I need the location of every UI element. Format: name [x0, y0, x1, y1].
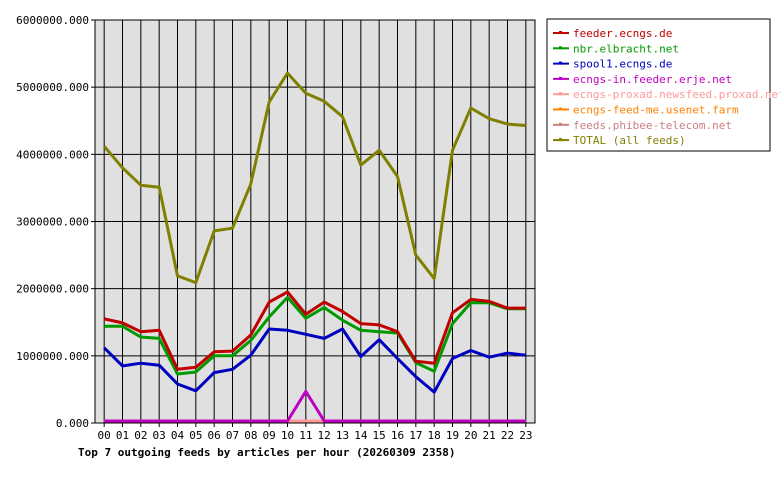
x-tick-label: 12 — [318, 429, 331, 442]
legend-box — [546, 18, 771, 152]
series-group — [103, 71, 526, 423]
series-line-0 — [103, 290, 526, 371]
y-tick-label: 1000000.000 — [16, 350, 89, 363]
x-tick-label: 04 — [171, 429, 185, 442]
legend-label: ecngs-feed-me.usenet.farm — [573, 104, 739, 117]
x-tick-label: 09 — [263, 429, 276, 442]
x-tick-label: 08 — [244, 429, 257, 442]
legend-label: ecngs-in.feeder.erje.net — [573, 73, 732, 86]
legend-marker — [559, 46, 562, 50]
series-line-3 — [104, 389, 526, 423]
x-tick-label: 11 — [299, 429, 312, 442]
x-tick-label: 13 — [336, 429, 349, 442]
y-tick-label: 3000000.000 — [16, 216, 89, 229]
legend: feeder.ecngs.de nbr.elbracht.net spool1.ec… — [546, 18, 780, 152]
x-tick-label: 23 — [519, 429, 532, 442]
series-line-7 — [103, 71, 526, 285]
legend-label: feeds.phibee-telecom.net — [573, 119, 732, 132]
x-tick-label: 05 — [189, 429, 202, 442]
legend-label: TOTAL (all feeds) — [573, 134, 686, 147]
x-tick-label: 22 — [501, 429, 514, 442]
x-tick-label: 14 — [354, 429, 368, 442]
chart-title: Top 7 outgoing feeds by articles per hou… — [78, 446, 456, 459]
x-tick-label: 15 — [373, 429, 386, 442]
x-tick-label: 10 — [281, 429, 294, 442]
y-tick-label: 2000000.000 — [16, 283, 89, 296]
x-axis: 00 01 02 03 04 05 06 07 08 09 10 11 12 13 14 15 16 17 18 19… — [98, 423, 532, 442]
legend-label: nbr.elbracht.net — [573, 42, 679, 55]
y-tick-label: 4000000.000 — [16, 148, 89, 161]
y-tick-label: 6000000.000 — [16, 14, 89, 27]
legend-marker — [559, 138, 562, 142]
y-tick-label: 0.000 — [56, 417, 89, 430]
grid — [95, 19, 535, 424]
x-tick-label: 00 — [98, 429, 111, 442]
y-axis: 0.000 1000000.000 2000000.000 3000000.000 40… — [16, 14, 95, 430]
x-tick-label: 19 — [446, 429, 459, 442]
legend-marker — [559, 92, 562, 96]
series-line-2 — [103, 327, 526, 394]
x-tick-label: 21 — [483, 429, 496, 442]
x-tick-label: 07 — [226, 429, 239, 442]
legend-marker — [559, 61, 562, 65]
x-tick-label: 18 — [428, 429, 441, 442]
legend-label: ecngs-proxad.newsfeed.proxad.net — [573, 88, 780, 101]
legend-label: spool1.ecngs.de — [573, 58, 672, 71]
x-tick-label: 06 — [208, 429, 221, 442]
legend-label: feeder.ecngs.de — [573, 27, 672, 40]
legend-marker — [559, 107, 562, 111]
x-tick-label: 02 — [134, 429, 147, 442]
y-tick-label: 5000000.000 — [16, 81, 89, 94]
legend-marker — [559, 76, 562, 80]
x-tick-label: 16 — [391, 429, 404, 442]
legend-marker — [559, 31, 562, 34]
x-tick-label: 03 — [153, 429, 166, 442]
x-tick-label: 01 — [116, 429, 129, 442]
x-tick-label: 20 — [464, 429, 477, 442]
series-line-1 — [104, 295, 526, 376]
legend-marker — [559, 122, 562, 126]
x-tick-label: 17 — [409, 429, 422, 442]
